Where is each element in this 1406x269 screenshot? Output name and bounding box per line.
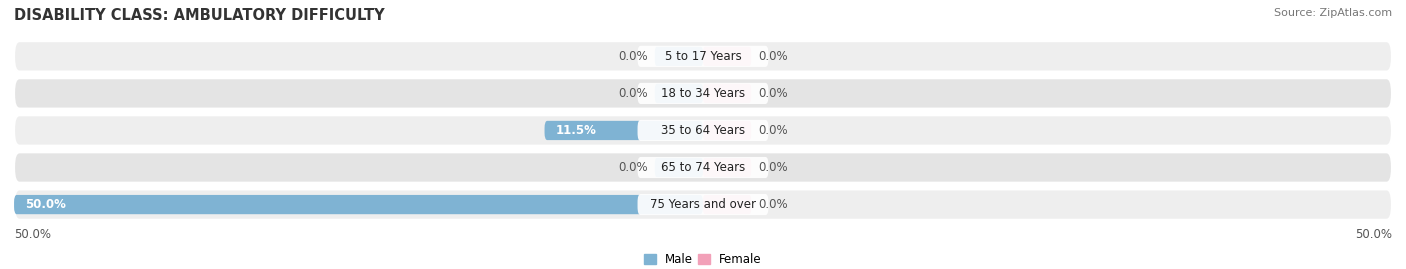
FancyBboxPatch shape: [703, 47, 751, 66]
FancyBboxPatch shape: [655, 84, 703, 103]
FancyBboxPatch shape: [703, 121, 751, 140]
Text: 0.0%: 0.0%: [619, 87, 648, 100]
Text: Source: ZipAtlas.com: Source: ZipAtlas.com: [1274, 8, 1392, 18]
FancyBboxPatch shape: [637, 83, 769, 104]
FancyBboxPatch shape: [637, 157, 769, 178]
FancyBboxPatch shape: [14, 41, 1392, 72]
Text: 11.5%: 11.5%: [555, 124, 596, 137]
Text: 0.0%: 0.0%: [619, 161, 648, 174]
FancyBboxPatch shape: [703, 84, 751, 103]
Text: 50.0%: 50.0%: [14, 228, 51, 241]
FancyBboxPatch shape: [637, 46, 769, 67]
Text: 0.0%: 0.0%: [758, 161, 787, 174]
Text: 5 to 17 Years: 5 to 17 Years: [665, 50, 741, 63]
Text: DISABILITY CLASS: AMBULATORY DIFFICULTY: DISABILITY CLASS: AMBULATORY DIFFICULTY: [14, 8, 385, 23]
Text: 0.0%: 0.0%: [758, 87, 787, 100]
FancyBboxPatch shape: [655, 158, 703, 177]
FancyBboxPatch shape: [14, 189, 1392, 220]
FancyBboxPatch shape: [637, 120, 769, 141]
FancyBboxPatch shape: [655, 47, 703, 66]
Text: 65 to 74 Years: 65 to 74 Years: [661, 161, 745, 174]
Text: 0.0%: 0.0%: [758, 124, 787, 137]
Legend: Male, Female: Male, Female: [644, 253, 762, 266]
Text: 35 to 64 Years: 35 to 64 Years: [661, 124, 745, 137]
Text: 50.0%: 50.0%: [25, 198, 66, 211]
Text: 0.0%: 0.0%: [758, 50, 787, 63]
Text: 50.0%: 50.0%: [1355, 228, 1392, 241]
FancyBboxPatch shape: [14, 78, 1392, 109]
FancyBboxPatch shape: [14, 152, 1392, 183]
FancyBboxPatch shape: [14, 115, 1392, 146]
FancyBboxPatch shape: [544, 121, 703, 140]
FancyBboxPatch shape: [703, 195, 751, 214]
Text: 0.0%: 0.0%: [619, 50, 648, 63]
FancyBboxPatch shape: [637, 194, 769, 215]
FancyBboxPatch shape: [14, 195, 703, 214]
Text: 18 to 34 Years: 18 to 34 Years: [661, 87, 745, 100]
Text: 0.0%: 0.0%: [758, 198, 787, 211]
Text: 75 Years and over: 75 Years and over: [650, 198, 756, 211]
FancyBboxPatch shape: [703, 158, 751, 177]
